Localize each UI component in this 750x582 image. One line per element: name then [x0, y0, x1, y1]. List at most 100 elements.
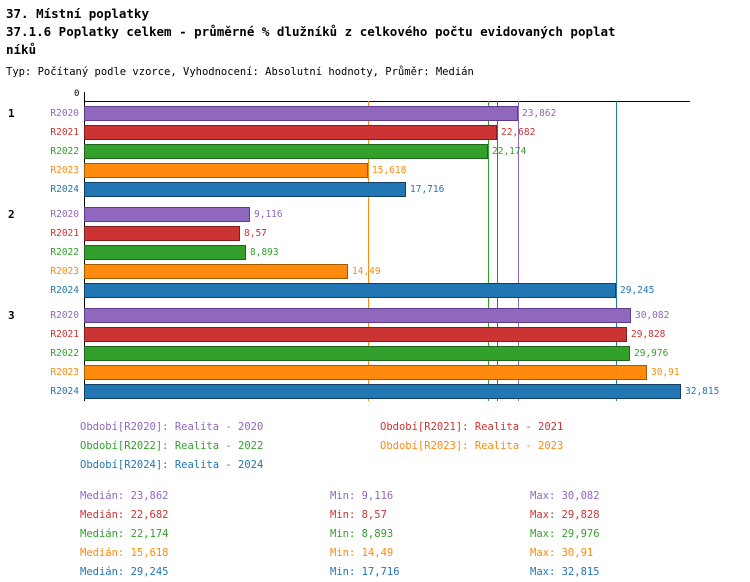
bar-track: 23,862	[84, 104, 750, 123]
series-label: R2021	[50, 127, 79, 138]
legend-item-R2023: Období[R2023]: Realita - 2023	[380, 440, 564, 452]
bar-row: R2021 8,57	[0, 224, 750, 243]
report-header: 37. Místní poplatky 37.1.6 Poplatky celk…	[0, 0, 750, 80]
bar-track: 14,49	[84, 262, 750, 281]
bar-row: 3 R2020 30,082	[0, 306, 750, 325]
stat-min-R2022: Min: 8,893	[330, 528, 394, 540]
bar-value-label: 22,682	[501, 127, 536, 138]
bar-track: 8,893	[84, 243, 750, 262]
bar-value-label: 30,91	[651, 367, 680, 378]
chart-title-line2: níků	[6, 42, 37, 57]
bar-value-label: 30,082	[635, 310, 670, 321]
bar-R2022	[84, 346, 630, 361]
bar-value-label: 14,49	[352, 266, 381, 277]
bar-track: 8,57	[84, 224, 750, 243]
group-label: 3	[8, 309, 15, 322]
stat-median-R2020: Medián: 23,862	[80, 490, 169, 502]
report-section-title: 37. Místní poplatky	[6, 6, 149, 21]
bar-row: R2023 15,618	[0, 161, 750, 180]
stat-median-R2023: Medián: 15,618	[80, 547, 169, 559]
stat-min-R2021: Min: 8,57	[330, 509, 387, 521]
bar-track: 29,828	[84, 325, 750, 344]
series-label: R2020	[50, 108, 79, 119]
bar-row: R2024 17,716	[0, 180, 750, 199]
stat-max-R2024: Max: 32,815	[530, 566, 600, 578]
legend-item-R2021: Období[R2021]: Realita - 2021	[380, 421, 564, 433]
bar-value-label: 32,815	[685, 386, 720, 397]
series-label: R2023	[50, 165, 79, 176]
bar-R2024	[84, 182, 406, 197]
bar-R2023	[84, 365, 647, 380]
bar-value-label: 8,57	[244, 228, 267, 239]
series-label: R2022	[50, 247, 79, 258]
stat-max-R2021: Max: 29,828	[530, 509, 600, 521]
median-line-R2022	[488, 101, 489, 401]
bar-track: 15,618	[84, 161, 750, 180]
chart-title-line1: 37.1.6 Poplatky celkem - průměrné % dluž…	[6, 24, 616, 39]
x-axis-tick	[84, 92, 85, 101]
stat-min-R2024: Min: 17,716	[330, 566, 400, 578]
series-label: R2022	[50, 348, 79, 359]
bar-track: 30,082	[84, 306, 750, 325]
bar-R2022	[84, 245, 246, 260]
bar-row: R2023 14,49	[0, 262, 750, 281]
bar-row: 2 R2020 9,116	[0, 205, 750, 224]
bar-R2020	[84, 106, 518, 121]
median-line-R2024	[616, 101, 617, 401]
bar-value-label: 29,245	[620, 285, 655, 296]
bar-R2024	[84, 384, 681, 399]
median-line-R2021	[497, 101, 498, 401]
bar-track: 30,91	[84, 363, 750, 382]
bar-track: 22,174	[84, 142, 750, 161]
series-label: R2024	[50, 285, 79, 296]
series-label: R2021	[50, 228, 79, 239]
chart-subtitle: Typ: Počítaný podle vzorce, Vyhodnocení:…	[6, 66, 474, 78]
x-axis-line	[84, 101, 690, 102]
series-label: R2022	[50, 146, 79, 157]
legend-item-R2024: Období[R2024]: Realita - 2024	[80, 459, 264, 471]
group-label: 1	[8, 107, 15, 120]
plot-area: 1 R2020 23,862 R2021 22,682 R2022 22,174 R2023 1…	[0, 104, 750, 401]
series-label: R2023	[50, 266, 79, 277]
bar-R2023	[84, 264, 348, 279]
stat-min-R2020: Min: 9,116	[330, 490, 394, 502]
legend-item-R2022: Období[R2022]: Realita - 2022	[80, 440, 264, 452]
stat-min-R2023: Min: 14,49	[330, 547, 394, 559]
series-label: R2024	[50, 386, 79, 397]
series-label: R2024	[50, 184, 79, 195]
bar-value-label: 8,893	[250, 247, 279, 258]
bar-row: R2022 8,893	[0, 243, 750, 262]
bar-value-label: 23,862	[522, 108, 557, 119]
bar-track: 29,245	[84, 281, 750, 300]
series-label: R2020	[50, 310, 79, 321]
bar-R2020	[84, 207, 250, 222]
bar-R2022	[84, 144, 488, 159]
series-label: R2020	[50, 209, 79, 220]
bar-track: 17,716	[84, 180, 750, 199]
stat-max-R2020: Max: 30,082	[530, 490, 600, 502]
median-lines	[0, 101, 750, 401]
stat-median-R2021: Medián: 22,682	[80, 509, 169, 521]
bar-row: R2023 30,91	[0, 363, 750, 382]
bar-R2023	[84, 163, 368, 178]
bar-value-label: 17,716	[410, 184, 445, 195]
bar-value-label: 22,174	[492, 146, 527, 157]
bar-row: R2022 29,976	[0, 344, 750, 363]
series-label: R2021	[50, 329, 79, 340]
median-line-R2020	[518, 101, 519, 401]
bar-R2021	[84, 125, 497, 140]
bar-row: 1 R2020 23,862	[0, 104, 750, 123]
bar-value-label: 15,618	[372, 165, 407, 176]
legend: Období[R2020]: Realita - 2020 Období[R202…	[80, 418, 750, 475]
stat-max-R2023: Max: 30,91	[530, 547, 594, 559]
group-label: 2	[8, 208, 15, 221]
legend-item-R2020: Období[R2020]: Realita - 2020	[80, 421, 264, 433]
x-axis-zero-label: 0	[74, 89, 80, 99]
bar-row: R2021 29,828	[0, 325, 750, 344]
stat-median-R2024: Medián: 29,245	[80, 566, 169, 578]
stats: Medián: 23,862 Min: 9,116 Max: 30,082 Mediá…	[80, 487, 750, 582]
bar-R2024	[84, 283, 616, 298]
bar-row: R2024 29,245	[0, 281, 750, 300]
bar-chart: 0 1 R2020 23,862 R2021 22,682 R2022 22,174 R202…	[0, 88, 750, 404]
